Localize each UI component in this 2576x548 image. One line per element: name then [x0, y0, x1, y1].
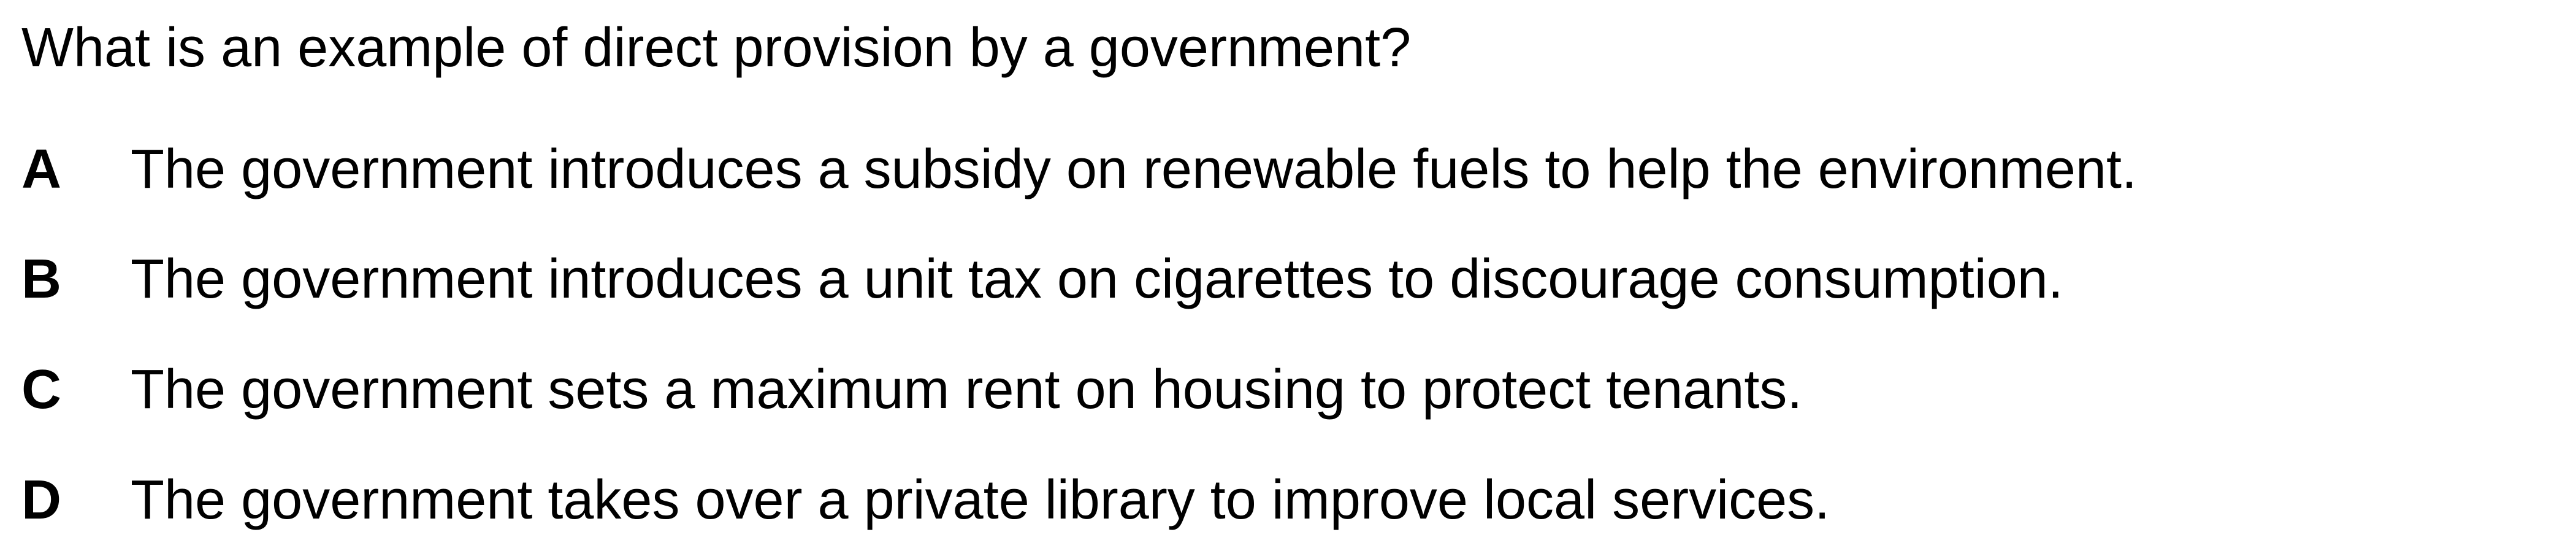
question-stem: What is an example of direct provision b… [21, 17, 1412, 79]
option-text-d: The government takes over a private libr… [131, 469, 1830, 531]
option-text-b: The government introduces a unit tax on … [131, 249, 2063, 310]
option-letter-a: A [21, 139, 61, 200]
option-letter-c: C [21, 359, 61, 420]
option-letter-b: B [21, 249, 61, 310]
option-text-a: The government introduces a subsidy on r… [131, 139, 2137, 200]
option-letter-d: D [21, 469, 61, 531]
option-text-c: The government sets a maximum rent on ho… [131, 359, 1803, 420]
